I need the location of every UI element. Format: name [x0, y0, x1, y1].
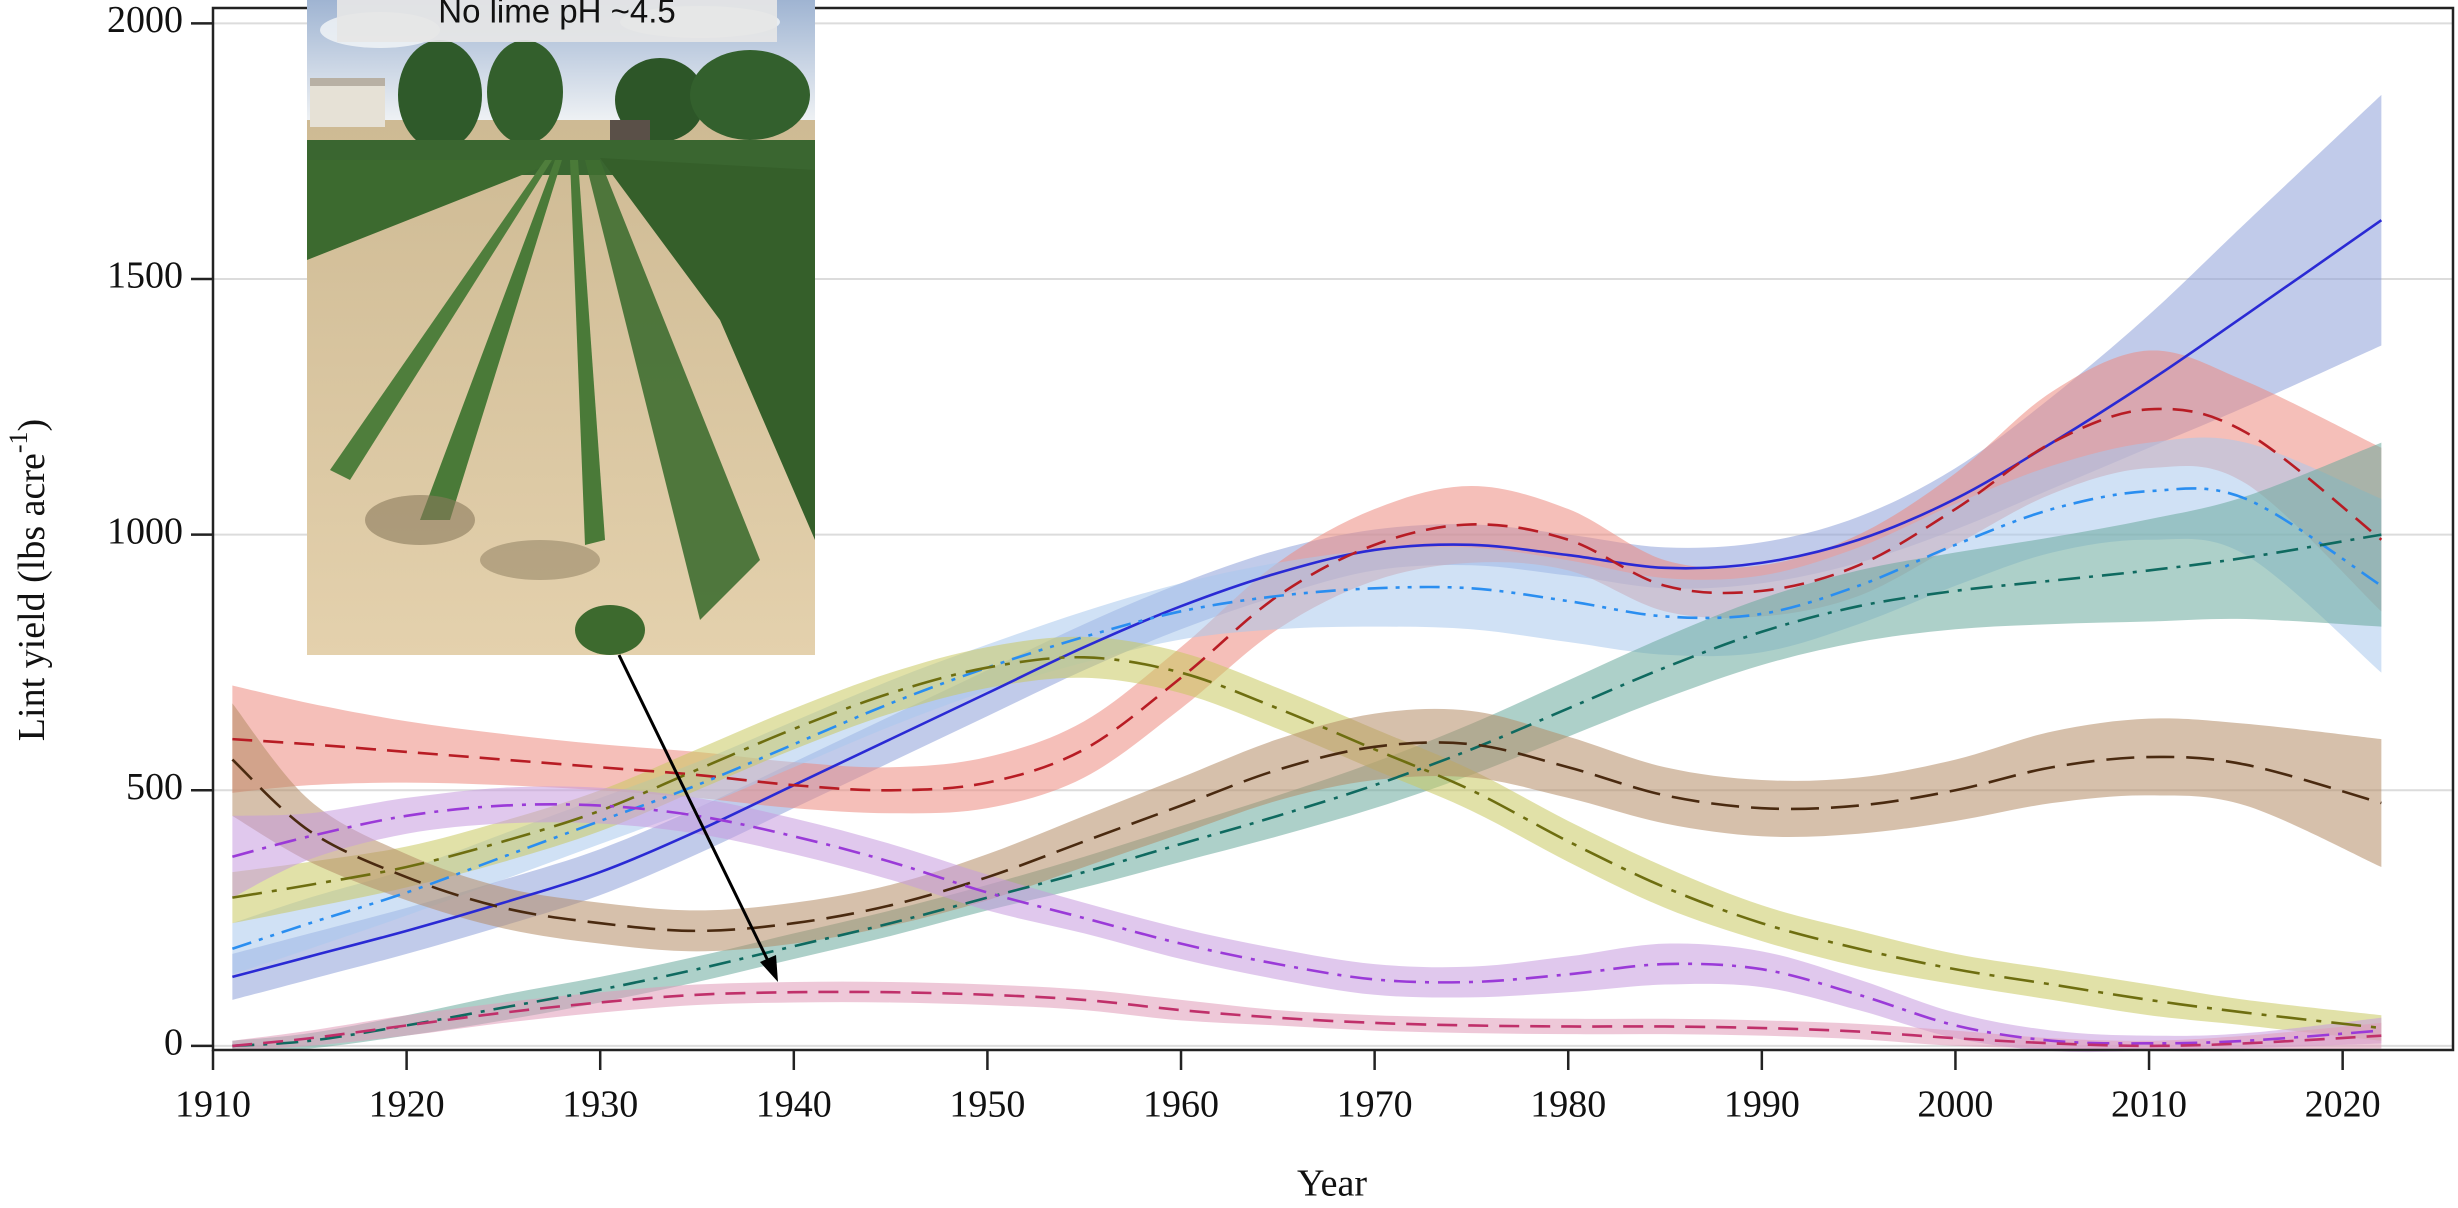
x-tick-label: 1940	[756, 1084, 832, 1126]
y-axis-title: Lint yield (lbs acre-1)	[4, 419, 53, 741]
x-tick-label: 1960	[1143, 1084, 1219, 1126]
y-axis-title-part: Lint yield (lbs acre	[11, 453, 53, 741]
x-tick-label: 1970	[1337, 1084, 1413, 1126]
y-axis-title-part: )	[11, 419, 53, 432]
x-tick-label: 1980	[1530, 1084, 1606, 1126]
annotation: No lime pH ~4.5	[438, 0, 676, 30]
photo-inset: No lime pH ~4.5	[307, 0, 815, 655]
x-tick-label: 2020	[2305, 1084, 2381, 1126]
y-tick-label: 1500	[107, 255, 183, 297]
x-tick-label: 1910	[175, 1084, 251, 1126]
x-tick-label: 1950	[949, 1084, 1025, 1126]
y-tick-label: 500	[126, 766, 183, 808]
x-tick-label: 2010	[2111, 1084, 2187, 1126]
x-tick-label: 1990	[1724, 1084, 1800, 1126]
x-tick-label: 1930	[562, 1084, 638, 1126]
y-tick-label: 0	[164, 1022, 183, 1064]
y-tick-label: 2000	[107, 0, 183, 41]
y-axis-title-sup: -1	[4, 431, 33, 453]
chart: 0 500 1000 1500 2000 1910 1920 1930 1940 1950 1960…	[0, 0, 2458, 1208]
y-tick-label: 1000	[107, 510, 183, 552]
x-tick-label: 2000	[1917, 1084, 1993, 1126]
x-axis-title: Year	[1297, 1163, 1367, 1205]
x-tick-label: 1920	[369, 1084, 445, 1126]
